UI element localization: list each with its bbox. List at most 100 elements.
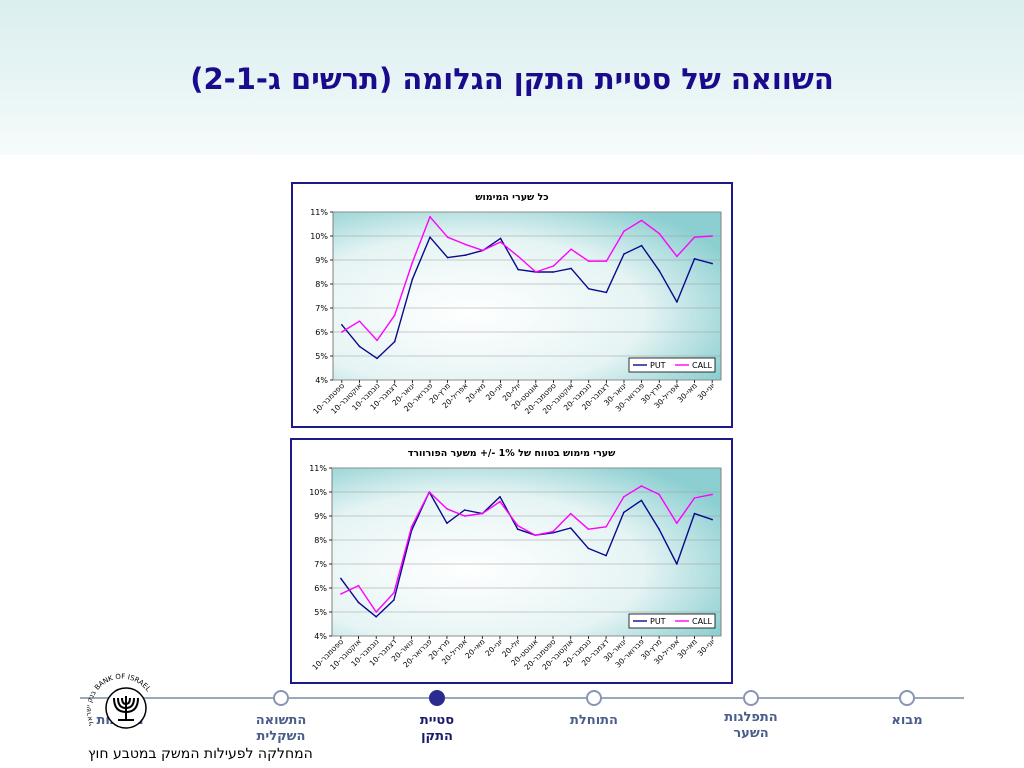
nav-item-0[interactable]: מבוא (891, 713, 923, 728)
y-tick-label: 7% (314, 560, 327, 569)
data-point-put (340, 577, 342, 580)
y-tick-label: 6% (314, 584, 327, 593)
data-point-call (393, 314, 396, 316)
data-point-call (463, 515, 466, 517)
x-tick-label: 30-יוני (696, 381, 717, 402)
data-point-call (341, 331, 343, 333)
data-point-put (640, 244, 643, 247)
series-line-put (340, 491, 713, 618)
plot-area (332, 211, 722, 381)
data-point-call (410, 526, 413, 528)
data-point-put (376, 357, 378, 360)
x-tick-label: 30-יוני (696, 637, 717, 658)
y-tick-label: 10% (309, 488, 327, 497)
data-point-put (516, 528, 519, 530)
nav-item-4[interactable]: התשואה השקלית (255, 713, 307, 744)
series-line-put (341, 236, 713, 360)
y-tick-label: 8% (315, 280, 328, 289)
data-point-put (411, 278, 414, 280)
plot-area (331, 467, 722, 637)
data-point-put (552, 532, 554, 534)
data-point-call (658, 493, 660, 496)
data-point-put (393, 599, 395, 601)
data-point-put (446, 522, 448, 524)
data-point-call (605, 260, 608, 262)
data-point-call (429, 216, 431, 218)
data-point-put (675, 563, 678, 565)
x-tick-label: 20-מאי (463, 637, 486, 660)
data-point-put (570, 267, 572, 270)
data-point-call (482, 249, 484, 252)
legend-box (628, 357, 716, 373)
data-point-put (693, 512, 696, 515)
slide-title: השוואה של סטיית התקן הגלומה (תרשים ג-2-1… (190, 62, 834, 96)
chart-atm-strikes: שערי מימוש בטווח של 1% -/+ משער הפורוורד… (290, 438, 733, 684)
chart-svg: כל שערי המימוש4%5%6%7%8%9%10%11%10-ספטמב… (310, 192, 722, 416)
data-point-call (446, 236, 449, 238)
data-point-call (640, 219, 643, 222)
data-point-call (675, 522, 678, 524)
data-point-call (516, 524, 519, 527)
data-point-put (446, 256, 449, 259)
data-point-put (393, 340, 396, 343)
data-point-put (711, 262, 713, 265)
data-point-call (693, 497, 696, 499)
nav-dot-2[interactable] (586, 690, 602, 706)
data-point-put (429, 236, 431, 238)
data-point-put (464, 254, 467, 256)
data-point-put (658, 270, 661, 272)
header-band (0, 0, 1024, 155)
data-point-put (605, 554, 607, 557)
y-tick-label: 9% (314, 512, 327, 521)
data-point-put (375, 616, 378, 618)
x-tick-label: 20-מאי (464, 381, 487, 404)
data-point-put (605, 291, 608, 294)
chart-svg: שערי מימוש בטווח של 1% -/+ משער הפורוורד… (309, 448, 722, 672)
data-point-call (711, 493, 713, 496)
data-point-put (587, 288, 590, 290)
nav-item-1[interactable]: התפלגות השער (724, 710, 778, 741)
data-point-call (587, 528, 590, 530)
data-point-put (499, 496, 501, 498)
nav-item-2[interactable]: התוחלת (570, 713, 618, 728)
data-point-call (570, 248, 572, 250)
y-tick-label: 10% (310, 232, 328, 241)
y-tick-label: 11% (309, 464, 327, 473)
nav-dot-3[interactable] (429, 690, 445, 706)
data-point-call (499, 241, 502, 243)
data-point-call (534, 534, 537, 536)
data-point-put (676, 301, 678, 303)
data-point-call (393, 592, 395, 594)
data-point-call (623, 230, 625, 232)
nav-dot-0[interactable] (899, 690, 915, 706)
data-point-call (517, 255, 519, 258)
data-point-put (622, 511, 625, 514)
y-tick-label: 4% (315, 376, 328, 385)
series-line-call (340, 485, 713, 613)
nav-timeline (80, 697, 964, 699)
data-point-call (481, 512, 484, 515)
data-point-put (358, 345, 361, 348)
data-point-call (693, 236, 696, 238)
data-point-put (341, 324, 343, 326)
nav-item-3[interactable]: סטיית התקן (419, 713, 455, 744)
legend-label-call: CALL (692, 361, 713, 370)
nav-dot-4[interactable] (273, 690, 289, 706)
data-point-put (658, 528, 660, 530)
chart-title: שערי מימוש בטווח של 1% -/+ משער הפורוורד (408, 448, 616, 459)
data-point-call (358, 320, 361, 322)
data-point-put (463, 509, 466, 511)
bank-of-israel-logo: בנק ישראל BANK OF ISRAEL (85, 673, 152, 729)
data-point-put (640, 499, 643, 502)
y-tick-label: 6% (315, 328, 328, 337)
y-tick-label: 11% (310, 208, 328, 217)
data-point-call (552, 530, 554, 533)
nav-dot-1[interactable] (743, 690, 759, 706)
chart-all-strikes: כל שערי המימוש 4% 5% 6% 7% 8% 9% 10% 11% 10-ספטמב… (291, 182, 733, 428)
data-point-call (340, 593, 342, 595)
data-point-put (552, 271, 555, 273)
data-point-put (711, 518, 713, 521)
chart-title: כל שערי המימוש (475, 192, 548, 203)
series-line-call (341, 216, 713, 342)
data-point-call (711, 235, 713, 237)
